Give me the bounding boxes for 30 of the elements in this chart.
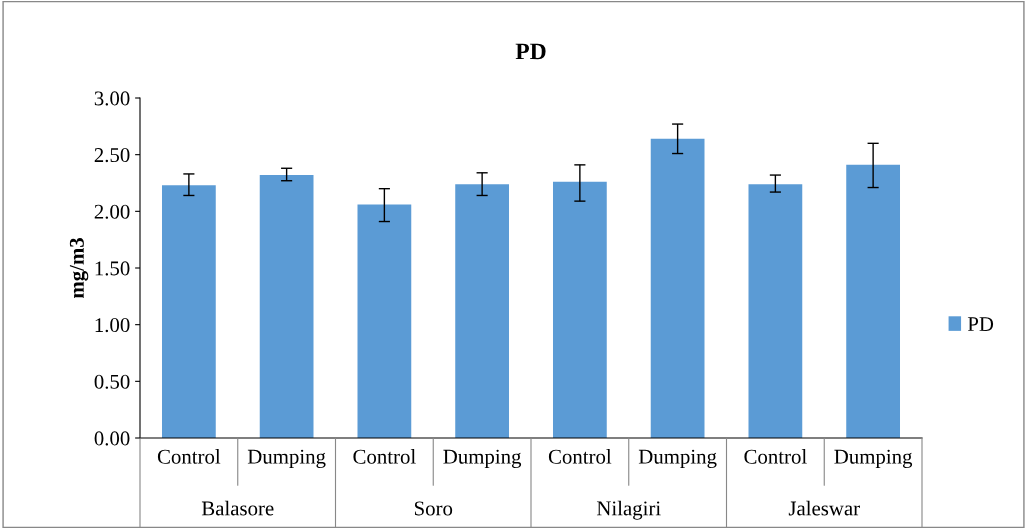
- bar: [259, 175, 314, 438]
- x-tick-label: Control: [353, 449, 416, 464]
- x-tick-label: Dumping: [834, 449, 913, 468]
- y-tick-label: 1.00: [95, 318, 130, 333]
- x-tick-label: Control: [744, 449, 807, 464]
- x-tick-label: Dumping: [638, 449, 717, 468]
- text: Jaleswar: [788, 500, 860, 516]
- bar: [650, 138, 705, 438]
- text: Nilagiri: [596, 500, 661, 520]
- y-tick-label: 2.50: [94, 148, 130, 163]
- chart-title: PD: [515, 43, 546, 60]
- y-tick-label: 0.50: [94, 374, 130, 389]
- bar: [357, 204, 412, 438]
- y-tick-label: 3.00: [94, 91, 130, 106]
- y-tick-label: 0.00: [94, 431, 130, 446]
- text: Balasore: [201, 500, 274, 516]
- bar: [552, 181, 607, 438]
- y-axis-title: mg/m3: [69, 238, 89, 299]
- x-tick-label: Control: [157, 449, 221, 464]
- bar: [748, 184, 803, 438]
- bar: [846, 164, 901, 438]
- x-tick-label: Control: [548, 449, 612, 464]
- y-tick-label: 2.00: [94, 204, 130, 219]
- bar: [161, 185, 216, 438]
- x-tick-label: Dumping: [443, 449, 522, 468]
- legend-label: PD: [967, 317, 994, 331]
- text: Soro: [414, 501, 453, 516]
- y-tick-label: 1.50: [95, 261, 130, 276]
- x-tick-label: Dumping: [247, 449, 326, 468]
- bar: [455, 184, 510, 438]
